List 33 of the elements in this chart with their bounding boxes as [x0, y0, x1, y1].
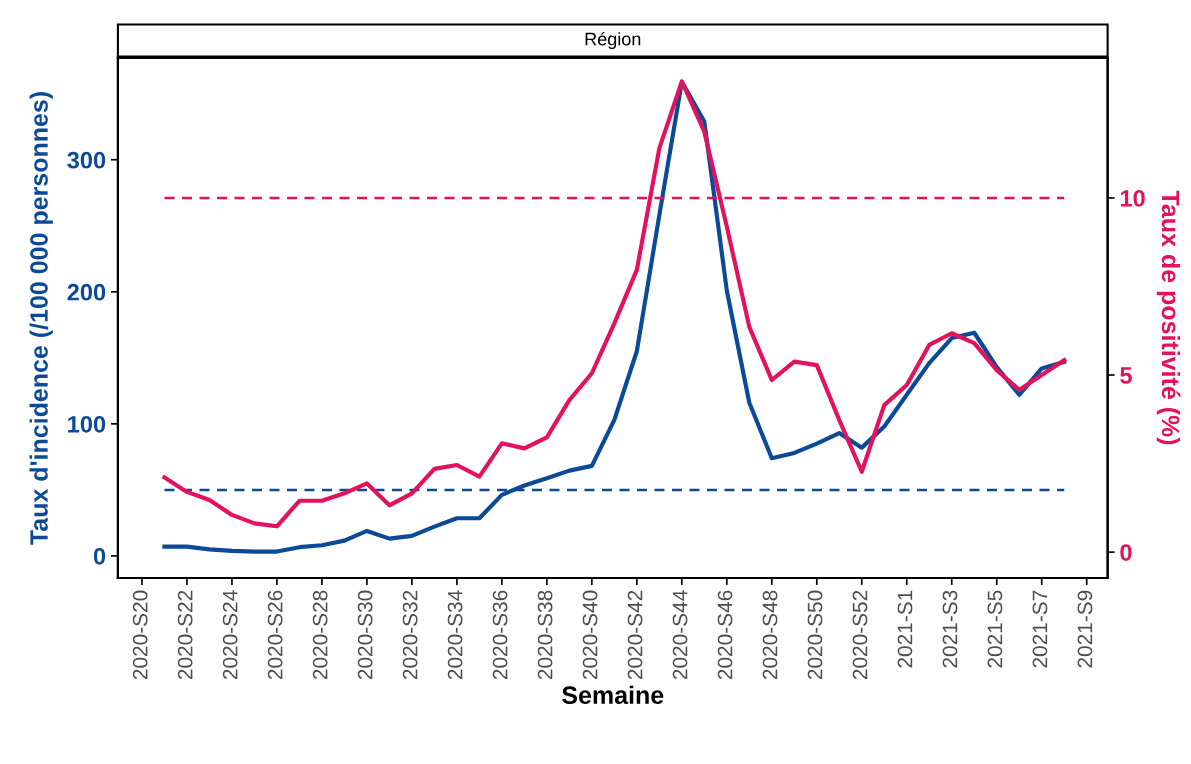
- x-tick-label: 2021-S1: [897, 590, 913, 668]
- x-tick-label: 2020-S20: [132, 590, 148, 680]
- x-tick-label: 2020-S44: [672, 590, 688, 680]
- x-tick-label: 2021-S7: [1032, 590, 1048, 668]
- y2-tick-label: 0: [1120, 544, 1132, 561]
- y2-tick-label: 10: [1120, 190, 1145, 207]
- x-tick-label: 2020-S36: [492, 590, 508, 680]
- y-axis-title: Taux d'incidence (/100 000 personnes): [29, 92, 53, 545]
- x-tick-label: 2021-S5: [987, 590, 1003, 668]
- x-tick-label: 2020-S52: [852, 590, 868, 680]
- x-tick-label: 2020-S22: [177, 590, 193, 680]
- x-tick-label: 2020-S50: [807, 590, 823, 680]
- x-tick-label: 2020-S34: [447, 590, 463, 680]
- y-tick-label: 0: [93, 547, 106, 565]
- x-tick-label: 2020-S32: [402, 590, 418, 680]
- chart-title: Région: [585, 31, 641, 50]
- y2-axis-title: Taux de positivité (%): [1156, 190, 1181, 445]
- x-tick-label: 2020-S24: [222, 590, 238, 680]
- y-tick-label: 200: [67, 283, 106, 301]
- x-tick-label: 2021-S3: [942, 590, 958, 668]
- x-tick-label: 2021-S9: [1077, 590, 1093, 668]
- x-tick-label: 2020-S40: [582, 590, 598, 680]
- x-tick-label: 2020-S48: [762, 590, 778, 680]
- y2-tick-label: 5: [1120, 367, 1132, 384]
- x-tick-label: 2020-S42: [627, 590, 643, 680]
- x-tick-label: 2020-S46: [717, 590, 733, 680]
- x-tick-label: 2020-S30: [357, 590, 373, 680]
- x-tick-label: 2020-S28: [312, 590, 328, 680]
- y-tick-label: 300: [67, 151, 106, 169]
- x-tick-label: 2020-S38: [537, 590, 553, 680]
- y-tick-label: 100: [68, 415, 106, 433]
- x-tick-label: 2020-S26: [267, 590, 283, 680]
- x-axis-title: Semaine: [562, 685, 664, 705]
